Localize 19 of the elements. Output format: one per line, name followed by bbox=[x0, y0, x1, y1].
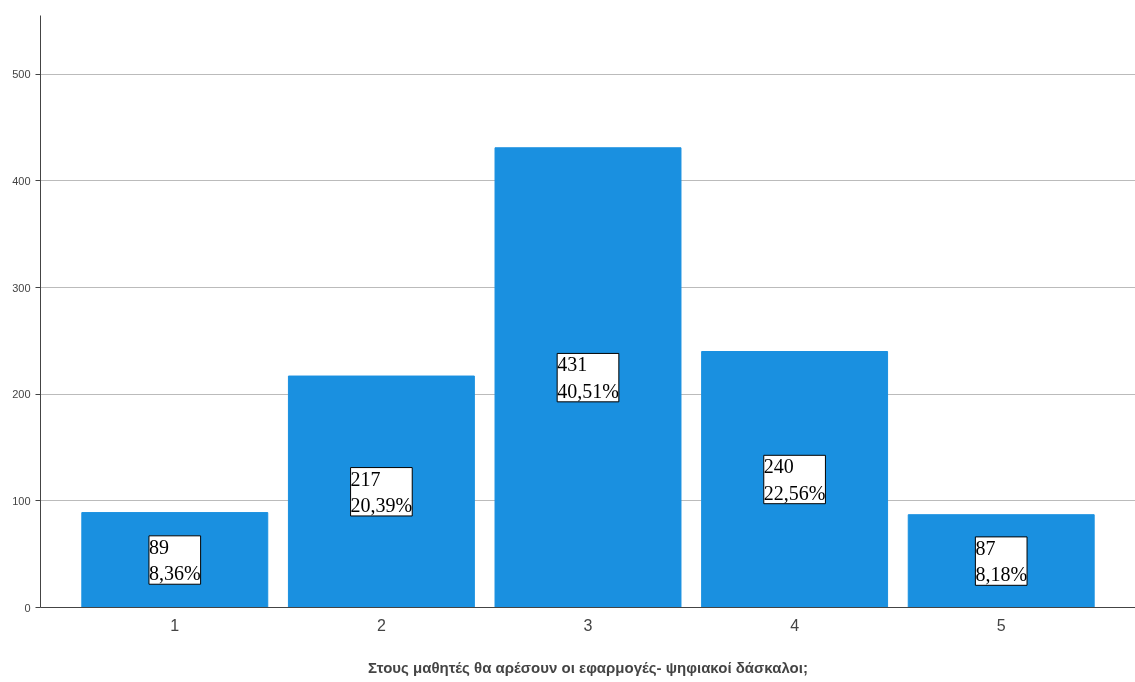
data-label: 217 20,39% bbox=[350, 467, 413, 516]
x-tick-label: 4 bbox=[790, 616, 800, 634]
bar bbox=[287, 375, 475, 608]
x-axis-title: Στους μαθητές θα αρέσουν οι εφαρμογές- ψηφιακοί δάσκαλοι; bbox=[368, 658, 808, 676]
y-tick-label: 0 bbox=[24, 601, 31, 614]
y-tick-label: 300 bbox=[12, 281, 31, 294]
bar bbox=[494, 147, 682, 608]
x-tick-label: 1 bbox=[170, 616, 180, 634]
x-tick-label: 5 bbox=[996, 616, 1006, 634]
bar bbox=[701, 351, 889, 608]
x-tick-label: 2 bbox=[376, 616, 386, 634]
y-tick-label: 100 bbox=[12, 494, 31, 507]
data-label: 89 8,36% bbox=[148, 535, 201, 585]
y-tick-label: 400 bbox=[12, 174, 31, 187]
y-tick-label: 500 bbox=[12, 68, 31, 81]
x-tick-label: 3 bbox=[583, 616, 593, 634]
data-label: 87 8,18% bbox=[975, 536, 1028, 586]
data-label: 240 22,56% bbox=[763, 455, 826, 504]
y-tick-label: 200 bbox=[12, 388, 31, 401]
